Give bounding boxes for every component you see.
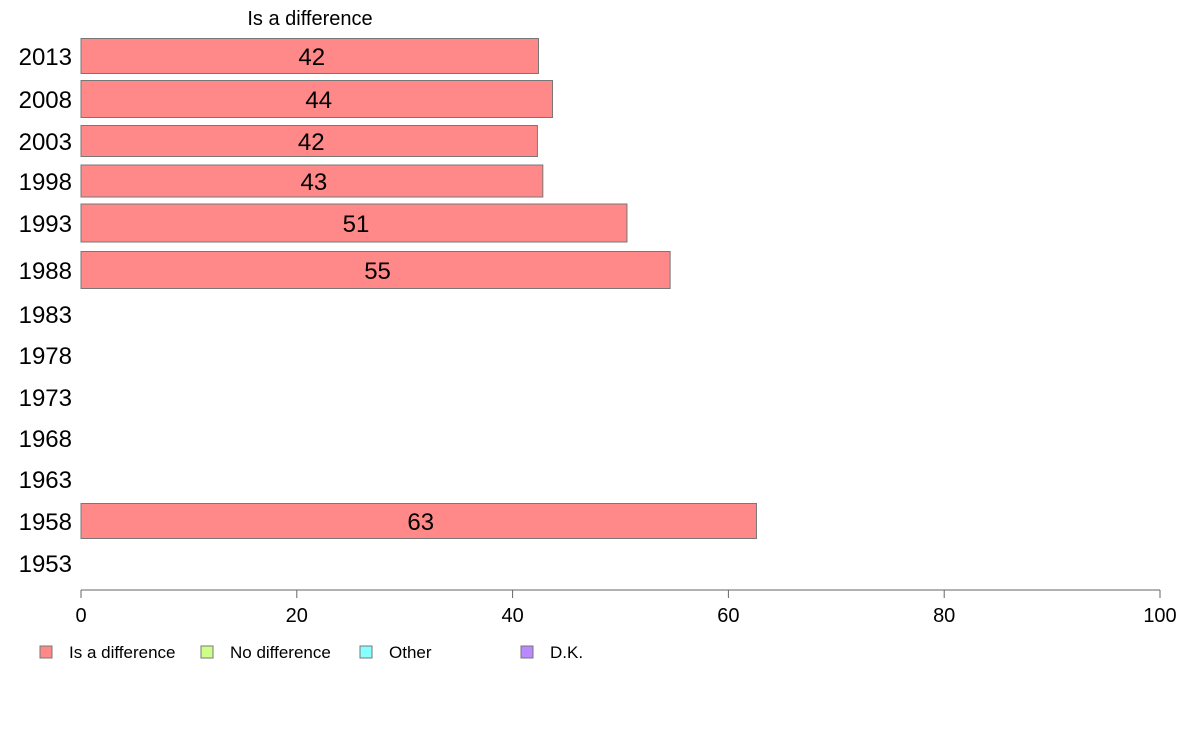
legend-label: Other [389,643,432,662]
bar [80,251,671,289]
bar-value-label: 51 [343,211,370,238]
x-axis: 0 20 40 60 80 100 [75,589,1177,627]
category-label: 1953 [19,551,72,578]
category-label: 1993 [19,211,72,238]
category-label: 1978 [19,343,72,370]
x-tick-label: 80 [933,605,955,627]
category-label: 1963 [19,467,72,494]
category-label: 2008 [19,87,72,114]
x-tick-label: 60 [717,605,739,627]
category-label: 1988 [19,258,72,285]
legend-swatch [520,645,534,659]
category-label: 1983 [19,302,72,329]
bar-value-label: 42 [298,44,325,71]
legend-label: D.K. [550,643,583,662]
series-title: Is a difference [247,8,372,30]
category-label: 1968 [19,426,72,453]
bar-value-label: 42 [298,129,325,156]
bar-value-label: 44 [305,87,332,114]
bar [80,503,757,539]
bar-value-label: 55 [364,258,391,285]
legend-swatch [359,645,373,659]
legend-label: Is a difference [69,643,175,662]
category-label: 1973 [19,385,72,412]
bar-value-label: 63 [407,509,434,536]
bar [80,125,538,157]
bar [80,203,628,243]
bars-group: 42 44 42 43 51 55 63 [80,38,757,539]
x-tick-label: 100 [1143,605,1176,627]
category-label: 2013 [19,44,72,71]
bar [80,38,539,74]
category-labels: 2013 2008 2003 1998 1993 1988 1983 1978 1973 1968… [19,44,72,578]
legend-swatch [200,645,214,659]
x-tick-label: 0 [75,605,86,627]
legend-swatch [39,645,53,659]
legend-label: No difference [230,643,331,662]
bar [80,80,554,118]
category-label: 1958 [19,509,72,536]
bar-value-label: 43 [301,169,328,196]
x-tick-label: 20 [286,605,308,627]
category-label: 1998 [19,169,72,196]
bar [80,164,544,198]
legend: Is a difference No difference Other D.K. [39,643,583,662]
x-tick-label: 40 [501,605,523,627]
category-label: 2003 [19,129,72,156]
